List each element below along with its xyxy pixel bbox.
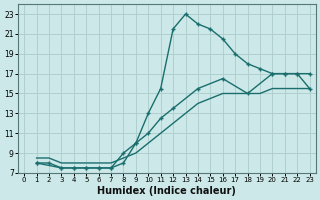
X-axis label: Humidex (Indice chaleur): Humidex (Indice chaleur) (98, 186, 236, 196)
